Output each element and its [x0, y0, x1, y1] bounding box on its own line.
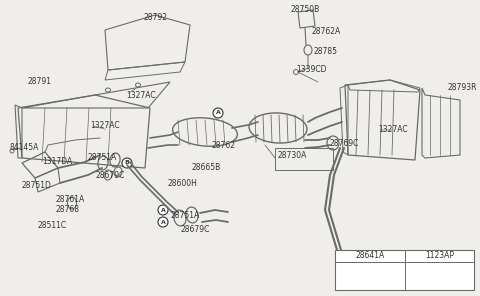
Text: 28751A: 28751A: [170, 210, 200, 220]
Text: 28768: 28768: [55, 205, 79, 215]
Text: 28769C: 28769C: [330, 139, 360, 147]
Text: 28679C: 28679C: [95, 170, 124, 179]
Text: 28600H: 28600H: [168, 178, 198, 187]
Circle shape: [122, 158, 132, 168]
Text: 28750B: 28750B: [290, 6, 320, 15]
Text: 28730A: 28730A: [278, 150, 307, 160]
Text: 28641A: 28641A: [355, 252, 384, 260]
Circle shape: [343, 253, 353, 263]
Circle shape: [213, 108, 223, 118]
Circle shape: [158, 205, 168, 215]
Text: 1327AC: 1327AC: [378, 126, 408, 134]
Text: 84145A: 84145A: [10, 144, 39, 152]
Text: 28785: 28785: [314, 47, 338, 57]
Text: 1123AP: 1123AP: [409, 260, 439, 268]
Text: 28762: 28762: [212, 141, 236, 149]
Text: 1123AP: 1123AP: [425, 252, 454, 260]
Text: 1327AC: 1327AC: [126, 91, 156, 99]
Text: B: B: [125, 160, 130, 165]
Circle shape: [339, 252, 347, 260]
Text: A: A: [161, 220, 166, 224]
Text: A: A: [161, 207, 166, 213]
Text: 28665B: 28665B: [192, 163, 221, 173]
Text: B: B: [346, 255, 350, 260]
Text: 28791: 28791: [28, 78, 52, 86]
Text: 28793R: 28793R: [447, 83, 477, 92]
Text: 28751A: 28751A: [88, 154, 117, 163]
Text: 28679C: 28679C: [180, 226, 210, 234]
Text: 28641A: 28641A: [348, 260, 378, 268]
Bar: [335, 250, 474, 290]
Text: 1317DA: 1317DA: [42, 157, 72, 166]
Text: 28511C: 28511C: [38, 221, 67, 229]
Circle shape: [158, 217, 168, 227]
Text: A: A: [216, 110, 220, 115]
Text: 1327AC: 1327AC: [90, 120, 120, 130]
Bar: [275, 148, 333, 170]
Text: 28761A: 28761A: [55, 195, 84, 205]
Text: 28792: 28792: [143, 14, 167, 22]
Text: 1339CD: 1339CD: [296, 65, 326, 75]
Text: B: B: [341, 253, 346, 258]
Text: 28751D: 28751D: [22, 181, 52, 189]
Text: 28762A: 28762A: [312, 28, 341, 36]
